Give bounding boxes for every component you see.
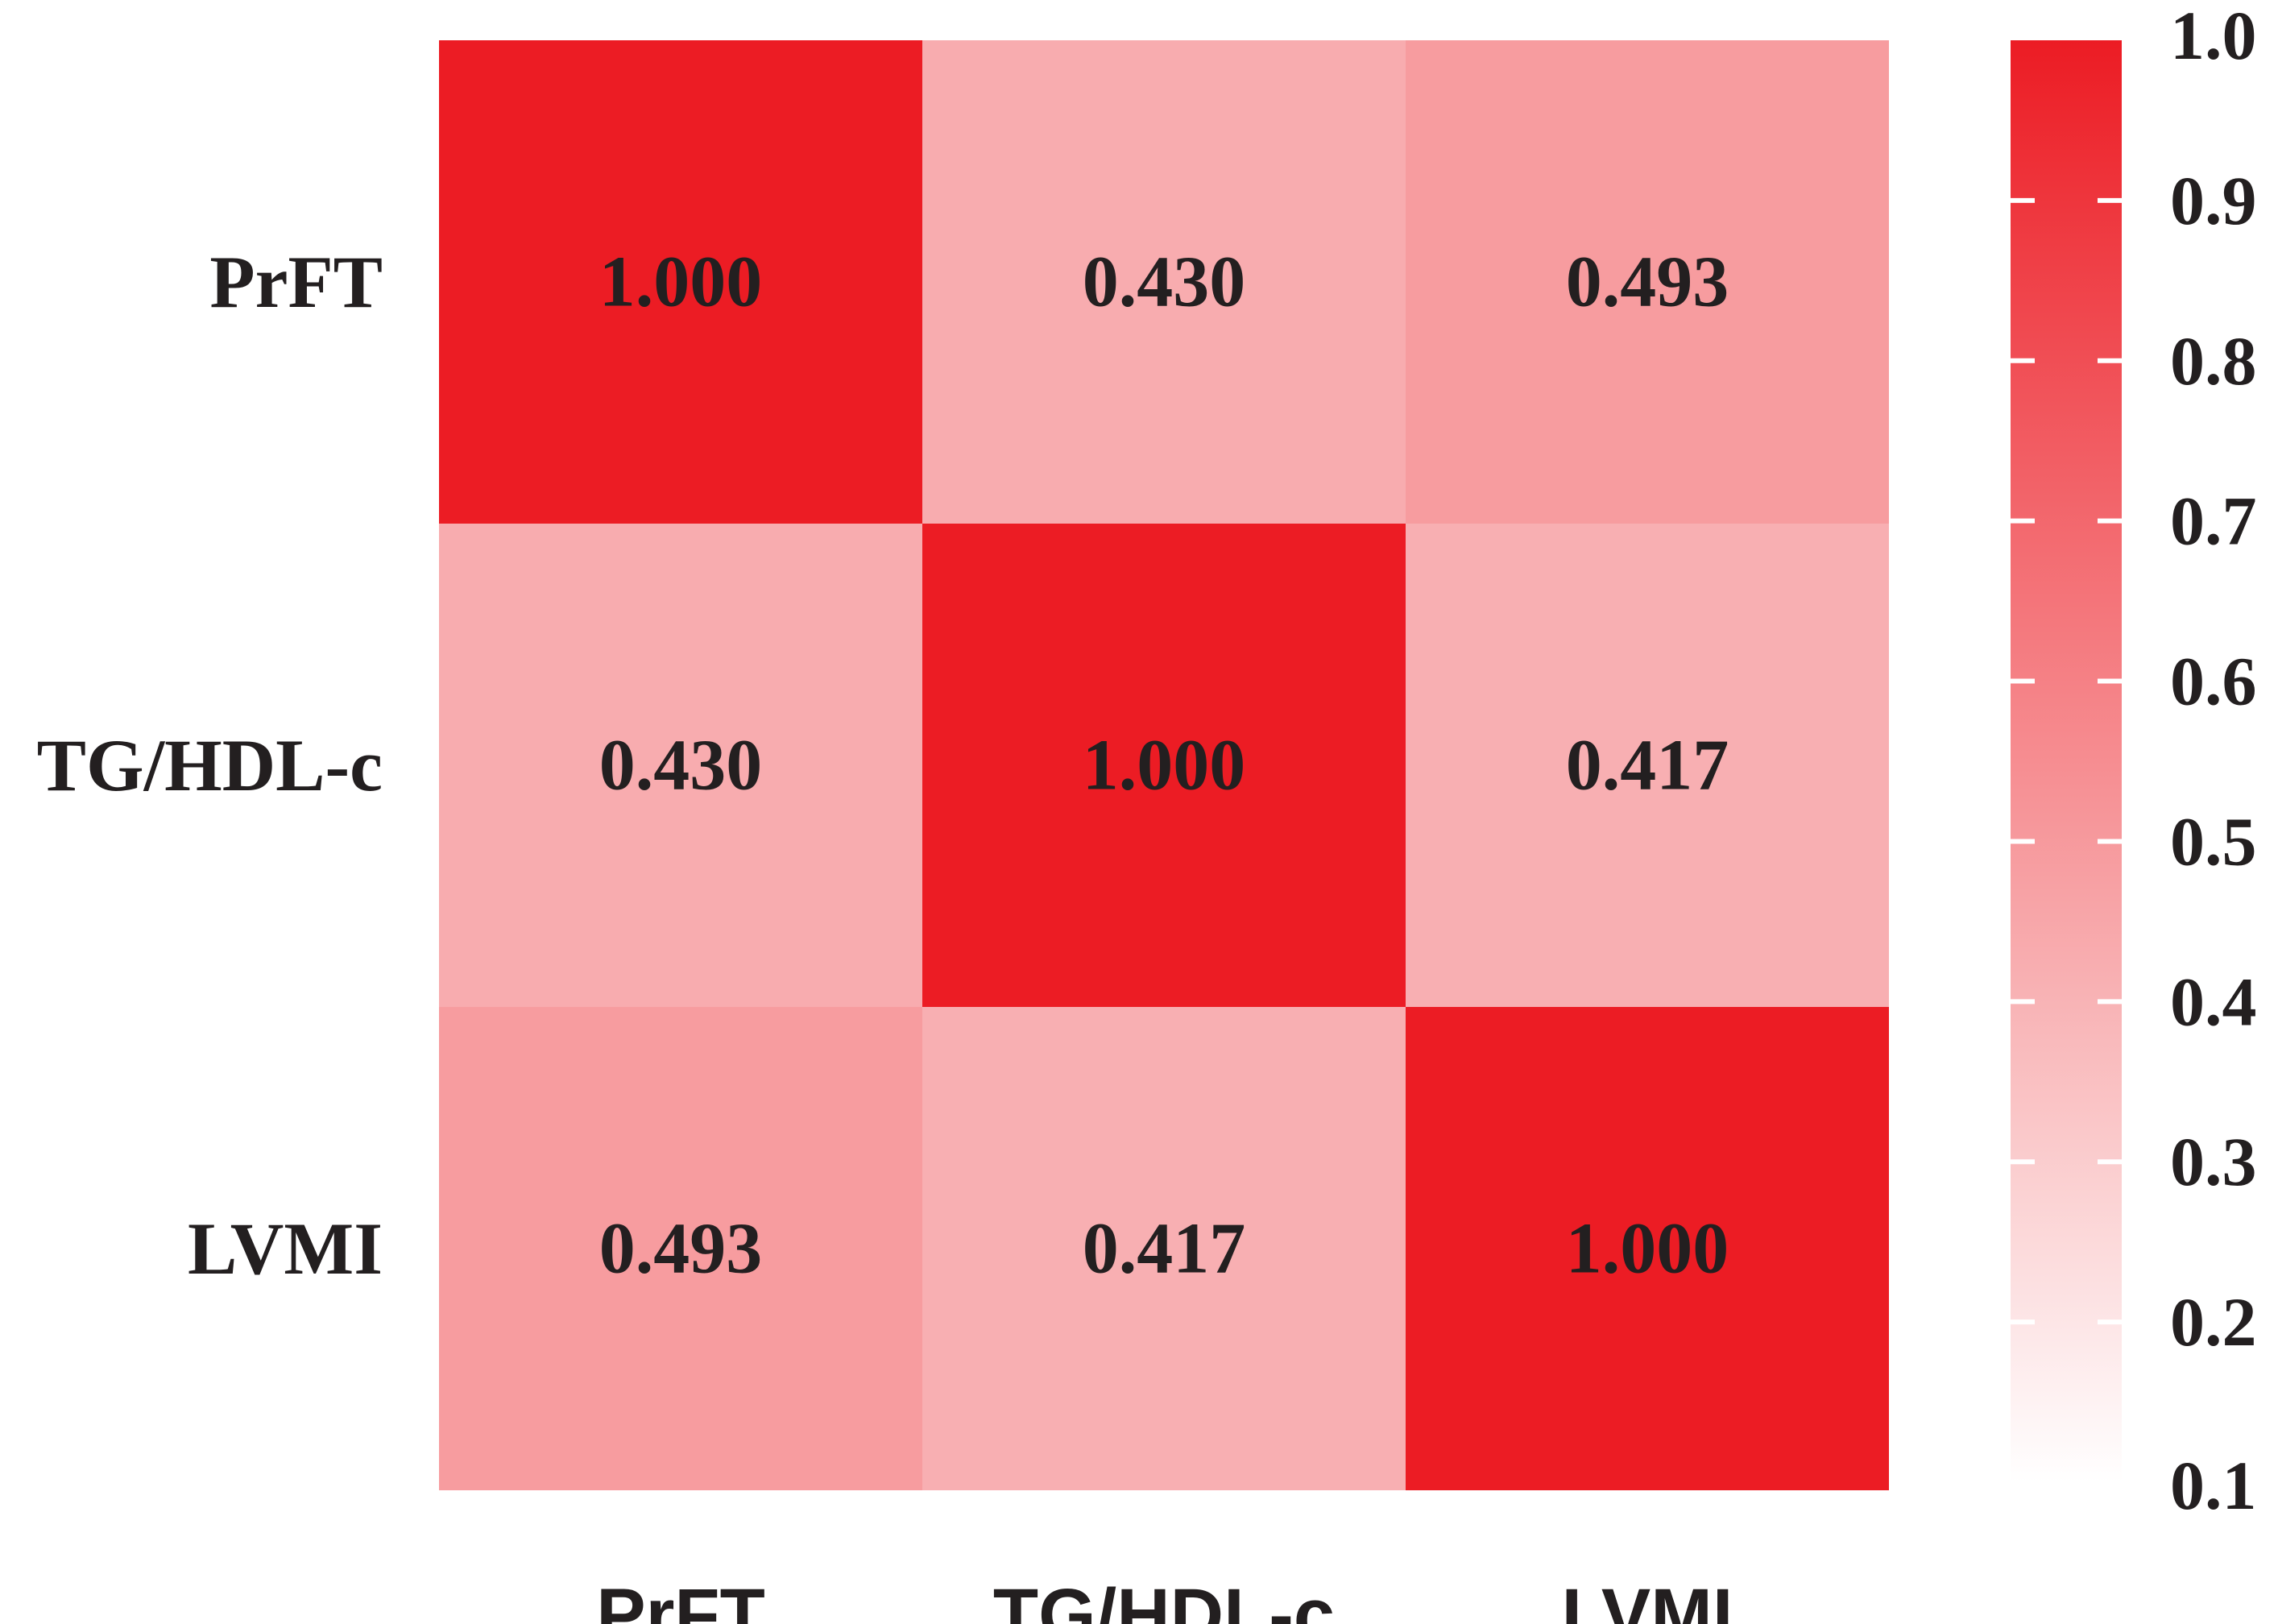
cell-value-label: 0.430 — [599, 726, 763, 806]
colorbar-tick-label: 0.9 — [2170, 162, 2257, 239]
heatmap-value-labels: 1.000 0.430 0.493 0.430 1.000 0.417 0.493 0.417… — [599, 242, 1729, 1289]
cell-value-label: 0.430 — [1083, 242, 1246, 322]
colorbar-tick-label: 0.5 — [2170, 802, 2257, 880]
row-tick-label: PrFT — [209, 241, 383, 323]
cell-value-label: 0.417 — [1566, 726, 1729, 806]
column-tick-label: PrFT — [596, 1574, 765, 1624]
cell-value-label: 1.000 — [599, 242, 763, 322]
cell-value-label: 1.000 — [1083, 726, 1246, 806]
heatmap-cell — [1406, 524, 1889, 1007]
colorbar-tick-label: 0.7 — [2170, 483, 2257, 560]
colorbar-gradient — [2011, 40, 2122, 1482]
row-labels: PrFT TG/HDL-c LVMI — [37, 241, 383, 1290]
colorbar-legend: 1.0 0.9 0.8 0.7 0.6 0.5 0.4 0.3 0.2 0.1 — [2011, 0, 2257, 1524]
column-tick-label: LVMI — [1562, 1574, 1733, 1624]
colorbar-tick-label: 0.6 — [2170, 643, 2257, 720]
heatmap-cell — [439, 524, 922, 1007]
cell-value-label: 0.417 — [1083, 1209, 1246, 1289]
cell-value-label: 1.000 — [1566, 1209, 1729, 1289]
heatmap-cells — [439, 40, 1889, 1490]
heatmap-cell — [922, 40, 1406, 524]
heatmap-cell — [439, 1007, 922, 1490]
colorbar-tick-label: 0.3 — [2170, 1123, 2257, 1200]
cell-value-label: 0.493 — [1566, 242, 1729, 322]
heatmap-cell — [922, 1007, 1406, 1490]
colorbar-tick-label: 1.0 — [2170, 0, 2257, 74]
heatmap-cell — [922, 524, 1406, 1007]
colorbar-tick-label: 0.1 — [2170, 1447, 2257, 1524]
row-tick-label: LVMI — [188, 1208, 383, 1290]
heatmap-cell — [439, 40, 922, 524]
colorbar-tick-label: 0.8 — [2170, 322, 2257, 400]
column-tick-label: TG/HDL-c — [993, 1574, 1335, 1624]
row-tick-label: TG/HDL-c — [37, 724, 383, 806]
colorbar-tick-label: 0.2 — [2170, 1283, 2257, 1361]
column-labels: PrFT TG/HDL-c LVMI — [596, 1574, 1733, 1624]
cell-value-label: 0.493 — [599, 1209, 763, 1289]
colorbar-tick-label: 0.4 — [2170, 963, 2257, 1040]
heatmap-cell — [1406, 1007, 1889, 1490]
heatmap-cell — [1406, 40, 1889, 524]
